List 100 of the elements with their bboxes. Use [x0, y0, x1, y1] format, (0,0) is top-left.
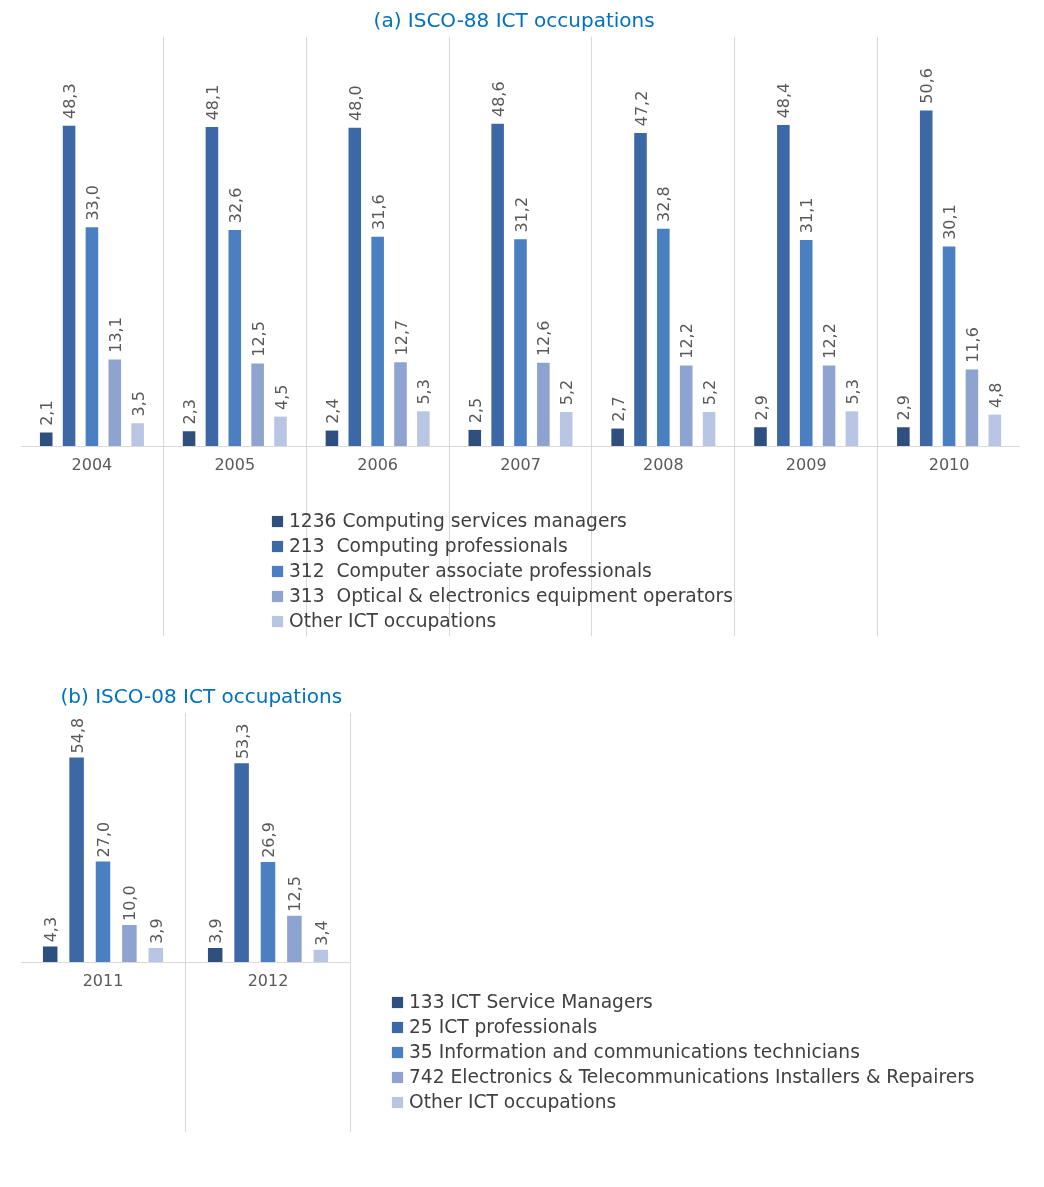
data-label: 12,5 — [248, 321, 268, 357]
bar — [228, 229, 242, 447]
chart-title: (a) ISCO-88 ICT occupations — [373, 7, 655, 32]
data-label: 11,6 — [962, 327, 982, 363]
data-label: 32,8 — [654, 186, 674, 222]
data-label: 31,2 — [511, 196, 531, 233]
bar — [919, 110, 933, 447]
data-label: 10,0 — [120, 885, 140, 922]
x-tick-label: 2009 — [785, 454, 827, 474]
bar — [754, 427, 767, 447]
legend-label: 35 Information and communications technicians — [409, 1041, 860, 1062]
data-label: 26,9 — [259, 822, 278, 858]
bar — [942, 246, 956, 447]
data-label: 2,7 — [608, 396, 628, 422]
data-label: 5,2 — [700, 379, 720, 406]
bar — [491, 123, 504, 447]
bar — [207, 947, 223, 963]
x-tick-label: 2005 — [214, 454, 256, 474]
x-tick-label: 2010 — [928, 454, 970, 474]
x-tick-label: 2004 — [71, 454, 113, 474]
data-label: 5,2 — [557, 379, 577, 406]
bar — [348, 127, 362, 447]
bar — [325, 430, 339, 447]
bar — [85, 227, 99, 447]
data-label: 48,3 — [60, 83, 80, 119]
data-label: 12,5 — [285, 876, 305, 912]
data-label: 48,0 — [345, 85, 365, 121]
data-label: 5,3 — [842, 379, 862, 405]
data-label: 2,4 — [322, 398, 342, 424]
bar — [845, 411, 859, 447]
bar — [313, 949, 329, 963]
legend-label: 213 Computing professionals — [289, 535, 568, 556]
bar — [260, 861, 276, 963]
data-label: 12,7 — [391, 319, 411, 356]
bar — [394, 362, 407, 447]
x-tick-label: 2007 — [500, 454, 541, 474]
data-label: 31,6 — [368, 194, 388, 230]
bar — [108, 359, 122, 447]
legend-label: Other ICT occupations — [409, 1091, 617, 1112]
bar — [634, 133, 647, 447]
bar — [148, 947, 164, 963]
bar — [988, 414, 1002, 447]
data-label: 54,8 — [67, 717, 87, 754]
bar — [42, 946, 58, 963]
data-label: 5,3 — [414, 379, 434, 405]
data-label: 2,9 — [894, 395, 914, 421]
data-label: 4,8 — [985, 382, 1005, 408]
data-label: 12,6 — [534, 320, 554, 357]
bar — [965, 369, 979, 447]
x-tick-label: 2012 — [247, 970, 289, 990]
x-tick-label: 2011 — [82, 970, 124, 990]
data-label: 50,6 — [917, 68, 937, 104]
bar — [251, 363, 264, 447]
bar — [822, 365, 836, 447]
data-label: 2,3 — [180, 399, 200, 425]
x-tick-label: 2008 — [643, 454, 684, 474]
bar — [62, 125, 76, 447]
bar — [122, 925, 137, 963]
data-label: 31,1 — [797, 197, 817, 234]
data-label: 3,9 — [146, 918, 166, 944]
bar — [897, 427, 910, 447]
bar — [679, 365, 693, 447]
data-label: 48,6 — [488, 81, 508, 117]
bar — [69, 757, 84, 963]
data-label: 2,5 — [465, 397, 485, 424]
legend-label: 313 Optical & electronics equipment operators — [289, 585, 733, 606]
data-label: 4,5 — [271, 384, 291, 410]
bar — [702, 411, 716, 447]
legend-label: Other ICT occupations — [289, 610, 497, 631]
bar — [657, 228, 670, 447]
bar — [514, 239, 527, 447]
data-label: 53,3 — [232, 723, 252, 760]
data-label: 32,6 — [225, 187, 245, 224]
bar — [777, 125, 790, 447]
data-label: 3,5 — [128, 391, 148, 417]
bar — [371, 236, 384, 447]
x-tick-label: 2006 — [357, 454, 398, 474]
data-label: 47,2 — [631, 90, 651, 127]
data-label: 27,0 — [94, 821, 113, 858]
bar — [559, 411, 573, 447]
data-label: 48,1 — [202, 84, 222, 121]
bar — [182, 431, 196, 447]
data-label: 48,4 — [774, 82, 794, 119]
data-label: 12,2 — [820, 323, 840, 359]
bar — [799, 239, 813, 447]
data-label: 13,1 — [105, 317, 125, 353]
bar — [417, 411, 430, 447]
data-label: 4,3 — [41, 916, 61, 943]
legend-label: 742 Electronics & Telecommunications Installers & Repairers — [409, 1066, 975, 1087]
bar — [39, 432, 53, 447]
bar — [287, 915, 302, 963]
bar — [537, 362, 550, 447]
chart-title: (b) ISCO-08 ICT occupations — [60, 683, 343, 708]
bar — [205, 127, 219, 447]
data-label: 3,9 — [206, 918, 226, 944]
legend-label: 133 ICT Service Managers — [409, 991, 653, 1012]
data-label: 2,9 — [751, 395, 771, 421]
legend-label: 25 ICT professionals — [409, 1016, 598, 1037]
legend-label: 1236 Computing services managers — [289, 510, 627, 531]
data-label: 2,1 — [37, 400, 57, 426]
